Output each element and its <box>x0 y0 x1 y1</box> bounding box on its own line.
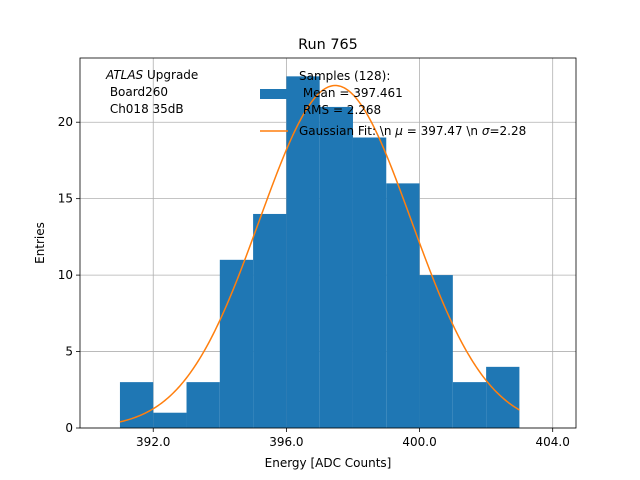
y-tick-label-2: 10 <box>58 268 73 282</box>
y-tick-label-3: 15 <box>58 192 73 206</box>
histogram-bar-5 <box>286 76 320 428</box>
plot-frame <box>79 57 577 429</box>
histogram-bars <box>119 76 520 428</box>
histogram-bar-1 <box>153 412 187 428</box>
histogram-bar-3 <box>219 259 254 428</box>
axis-ticks: 392.0 396.0 400.0 404.0 0 5 10 15 20 <box>58 115 570 449</box>
atlas-annotation: ATLAS Upgrade Board260 Ch018 35dB <box>105 68 198 116</box>
histogram-bar-8 <box>386 183 420 428</box>
x-tick-label-3: 404.0 <box>536 435 570 449</box>
x-axis-label: Energy [ADC Counts] <box>265 456 392 470</box>
histogram-bar-4 <box>253 213 287 428</box>
legend-hist-swatch <box>260 89 288 99</box>
annotation-line-2: Board260 <box>106 85 168 99</box>
legend-hist-line-1: Samples (128): <box>299 69 390 83</box>
upgrade-label: Upgrade <box>143 68 198 82</box>
histogram-bar-9 <box>419 275 453 428</box>
legend-fit-sigma-symbol: σ <box>482 124 490 138</box>
histogram-bar-10 <box>452 382 487 428</box>
x-tick-label-0: 392.0 <box>136 435 170 449</box>
atlas-label: ATLAS <box>105 68 144 82</box>
legend-hist-line-2: Mean = 397.461 <box>299 86 403 100</box>
legend-fit-mu-symbol: μ <box>394 124 403 138</box>
histogram-bar-7 <box>352 137 387 428</box>
legend-fit-label: Gaussian Fit: \n μ = 397.47 \n σ=2.28 <box>299 124 526 138</box>
legend-fit-mu-value: = 397.47 \n <box>403 124 482 138</box>
x-tick-label-2: 400.0 <box>402 435 436 449</box>
legend: Samples (128): Mean = 397.461 RMS = 2.26… <box>260 69 526 138</box>
y-axis-label: Entries <box>33 222 47 264</box>
histogram-bar-2 <box>186 382 220 428</box>
legend-fit-sigma-value: =2.28 <box>489 124 526 138</box>
legend-hist-line-3: RMS = 2.268 <box>299 103 381 117</box>
histogram-bar-6 <box>319 106 353 428</box>
legend-fit-prefix: Gaussian Fit: \n <box>299 124 395 138</box>
annotation-line-1: ATLAS Upgrade <box>105 68 198 82</box>
y-tick-label-0: 0 <box>65 421 73 435</box>
x-tick-label-1: 396.0 <box>269 435 303 449</box>
chart-title: Run 765 <box>298 37 358 53</box>
y-tick-label-4: 20 <box>58 115 73 129</box>
y-tick-label-1: 5 <box>65 345 73 359</box>
annotation-line-3: Ch018 35dB <box>106 102 184 116</box>
gaussian-fit-curve <box>119 84 520 423</box>
